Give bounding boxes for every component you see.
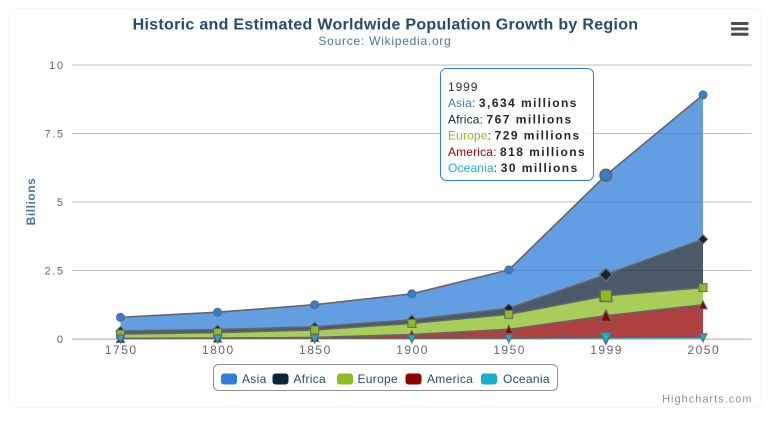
svg-text:2.5: 2.5 [45, 266, 65, 278]
svg-text:1900: 1900 [396, 343, 429, 357]
svg-text:Oceania: 30 millions: Oceania: 30 millions [448, 161, 579, 175]
svg-text:America: America [427, 372, 473, 386]
svg-text:Asia: 3,634 millions: Asia: 3,634 millions [448, 96, 578, 110]
svg-text:1750: 1750 [105, 343, 138, 357]
svg-text:Europe: 729 millions: Europe: 729 millions [448, 129, 581, 143]
svg-text:Highcharts.com: Highcharts.com [662, 394, 752, 406]
svg-text:10: 10 [49, 60, 64, 72]
svg-text:1999: 1999 [448, 80, 478, 94]
svg-text:1999: 1999 [590, 343, 623, 357]
svg-text:America: 818 millions: America: 818 millions [448, 145, 586, 159]
svg-text:0: 0 [57, 334, 65, 346]
svg-text:Historic and Estimated Worldwi: Historic and Estimated Worldwide Populat… [133, 17, 639, 34]
svg-text:Billions: Billions [24, 178, 38, 226]
svg-text:1850: 1850 [299, 343, 332, 357]
svg-text:Asia: Asia [242, 372, 267, 386]
svg-text:2050: 2050 [687, 343, 720, 357]
svg-text:5: 5 [57, 197, 65, 209]
svg-text:1800: 1800 [202, 343, 235, 357]
svg-text:Europe: Europe [358, 372, 399, 386]
svg-text:Africa: 767 millions: Africa: 767 millions [448, 112, 573, 126]
svg-text:Africa: Africa [294, 372, 326, 386]
svg-text:Oceania: Oceania [503, 372, 550, 386]
svg-text:1950: 1950 [493, 343, 526, 357]
svg-text:Source: Wikipedia.org: Source: Wikipedia.org [318, 34, 451, 48]
svg-text:7.5: 7.5 [45, 129, 65, 141]
